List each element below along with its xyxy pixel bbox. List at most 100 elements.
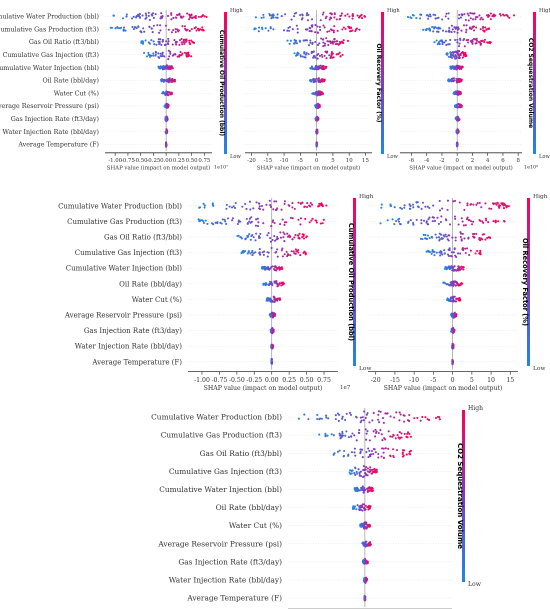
shap-point	[150, 27, 153, 30]
shap-point	[340, 41, 343, 44]
shap-point	[431, 25, 434, 29]
shap-point	[485, 14, 488, 17]
shap-point	[185, 29, 188, 32]
shap-point	[420, 219, 423, 222]
shap-point	[158, 66, 162, 69]
shap-point	[268, 199, 271, 202]
shap-point	[370, 472, 373, 475]
shap-point	[345, 412, 348, 415]
shap-point	[479, 249, 482, 252]
shap-point	[316, 43, 320, 46]
shap-point	[463, 45, 466, 48]
shap-point	[322, 38, 325, 41]
shap-point	[428, 251, 432, 254]
colorbar	[527, 198, 530, 366]
shap-point	[389, 435, 392, 438]
shap-point	[455, 77, 458, 80]
shap-point	[197, 15, 200, 18]
shap-point	[315, 129, 318, 132]
shap-point	[344, 14, 347, 17]
shap-point	[361, 416, 364, 419]
shap-point	[453, 30, 456, 33]
shap-point	[257, 202, 260, 205]
shap-point	[152, 16, 155, 20]
shap-point	[428, 216, 431, 219]
shap-point	[320, 417, 324, 420]
shap-point	[480, 40, 483, 43]
shap-point	[270, 362, 273, 365]
shap-point	[372, 430, 375, 433]
shap-point	[161, 68, 164, 71]
shap-point	[384, 412, 387, 415]
shap-point	[276, 16, 279, 19]
shap-point	[450, 299, 453, 302]
shap-point	[460, 65, 464, 68]
shap-point	[184, 40, 187, 44]
shap-point	[153, 43, 156, 46]
shap-point	[475, 203, 478, 206]
shap-point	[454, 54, 457, 57]
shap-point	[163, 44, 166, 47]
shap-point	[254, 251, 257, 254]
shap-point	[382, 421, 385, 424]
shap-point	[178, 43, 181, 46]
shap-point	[223, 218, 226, 221]
shap-point	[332, 434, 335, 437]
shap-point	[350, 26, 353, 30]
x-tick-label: 0.00	[160, 158, 173, 164]
shap-point	[399, 413, 402, 416]
shap-point	[422, 28, 425, 31]
shap-point	[366, 474, 369, 477]
shap-point	[152, 24, 155, 27]
shap-point	[148, 53, 151, 56]
shap-point	[258, 252, 261, 255]
shap-point	[451, 362, 454, 365]
x-offset-label: 1e10⁹	[524, 165, 538, 171]
feature-label: Water Injection Rate (bbl/day)	[75, 343, 182, 351]
shap-point	[460, 232, 463, 235]
shap-point	[499, 14, 502, 17]
shap-point	[363, 410, 366, 413]
shap-point	[434, 17, 437, 20]
shap-point	[293, 207, 296, 210]
shap-point	[303, 413, 306, 416]
shap-point	[312, 56, 315, 59]
shap-point	[439, 254, 442, 257]
shap-point	[468, 26, 472, 29]
x-axis-label: SHAP value (impact on model output)	[107, 165, 210, 172]
shap-point	[386, 219, 389, 222]
shap-point	[299, 254, 302, 257]
shap-point	[297, 218, 300, 221]
shap-point	[202, 202, 205, 205]
shap-point	[368, 504, 371, 507]
shap-point	[225, 203, 228, 206]
shap-point	[381, 447, 384, 450]
shap-point	[251, 254, 254, 257]
x-axis-label: SHAP value (impact on model output)	[384, 385, 503, 392]
shap-point	[308, 44, 311, 47]
shap-point	[447, 12, 450, 15]
shap-point	[421, 415, 424, 419]
shap-point	[452, 200, 455, 203]
shap-point	[314, 56, 317, 59]
x-tick-label: -5	[430, 377, 436, 384]
shap-point	[147, 14, 150, 17]
shap-point	[314, 78, 317, 81]
shap-point	[459, 252, 462, 255]
shap-point	[461, 248, 464, 251]
shap-point	[462, 266, 465, 269]
shap-point	[267, 29, 270, 32]
shap-point	[150, 39, 153, 42]
shap-point	[325, 204, 328, 207]
shap-point	[413, 417, 416, 420]
shap-point	[283, 253, 286, 256]
shap-point	[490, 207, 493, 210]
shap-point	[294, 233, 297, 236]
shap-point	[341, 430, 344, 434]
shap-point	[363, 543, 366, 546]
shap-point	[342, 26, 345, 29]
shap-point	[362, 465, 365, 468]
shap-point	[325, 57, 328, 60]
shap-point	[329, 28, 332, 31]
shap-point	[434, 233, 437, 236]
